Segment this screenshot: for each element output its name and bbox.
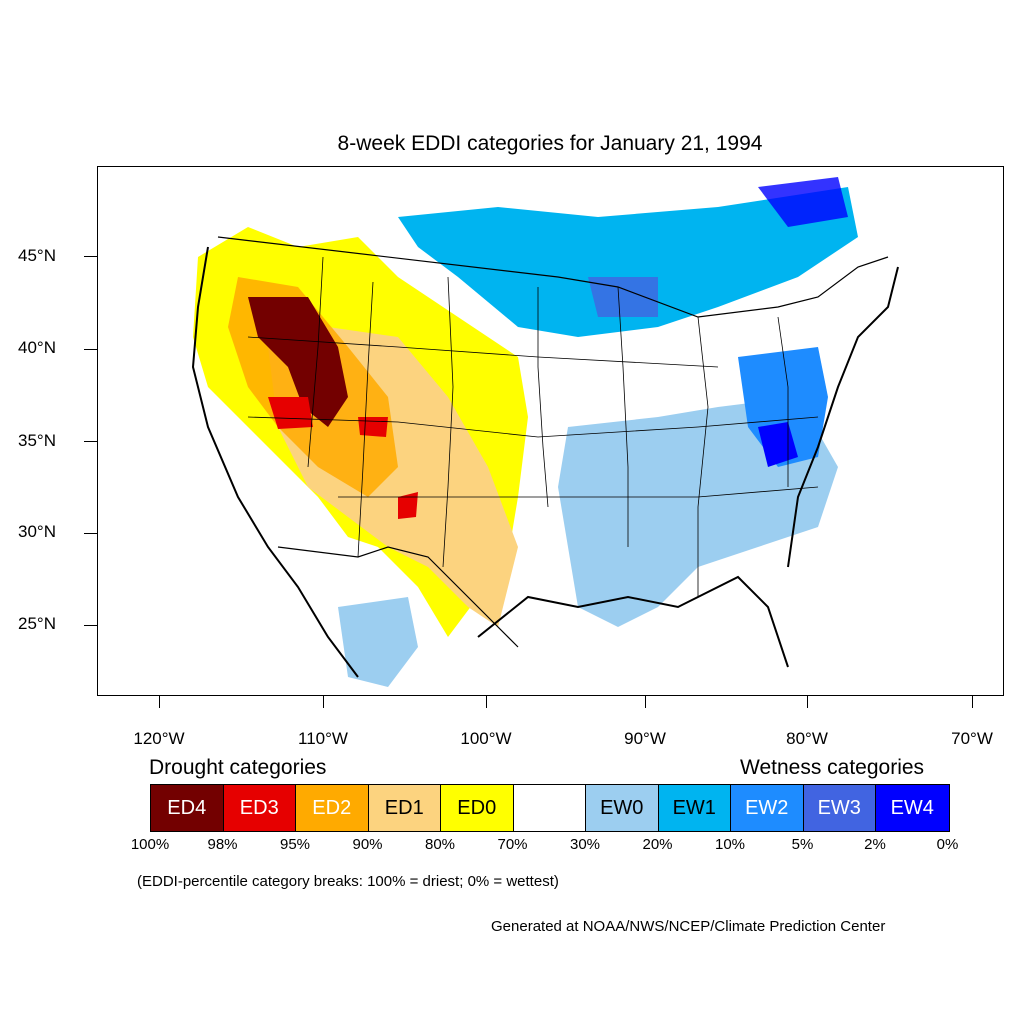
percent-break-label: 20%: [642, 836, 673, 853]
eddi-map: [97, 166, 1004, 696]
credit-text: Generated at NOAA/NWS/NCEP/Climate Predi…: [491, 918, 886, 935]
legend-box-neutral: [513, 785, 586, 831]
ed4-region-great-basin: [248, 297, 348, 427]
coastline-outline: [191, 246, 899, 678]
us-canada-border: [217, 236, 889, 318]
legend-box-ew1: EW1: [658, 785, 731, 831]
lat-label-25: 25°N: [18, 614, 56, 633]
legend-box-ew4: EW4: [876, 785, 949, 831]
ew0-region-mexico: [338, 597, 418, 687]
percent-break-label: 95%: [279, 836, 311, 853]
legend-box-ew0: EW0: [586, 785, 659, 831]
lon-label-100: 100°W: [460, 729, 512, 748]
legend-box-ed3: ED3: [223, 785, 296, 831]
state-lines: [247, 256, 819, 597]
percent-break-label: 70%: [497, 836, 528, 853]
lat-tick-45: [84, 256, 97, 257]
legend-box-ew2: EW2: [731, 785, 804, 831]
lon-label-120: 120°W: [133, 729, 185, 748]
category-note: (EDDI-percentile category breaks: 100% =…: [137, 873, 559, 890]
percent-break-label: 98%: [207, 836, 238, 853]
ew4-spot-north: [758, 177, 848, 227]
ew1-region-north: [398, 187, 858, 337]
map-title: 8-week EDDI categories for January 21, 1…: [337, 132, 763, 155]
map-canvas: [191, 177, 899, 687]
lat-label-40: 40°N: [18, 338, 56, 357]
lat-tick-35: [84, 441, 97, 442]
percent-break-label: 5%: [791, 836, 814, 853]
legend-box-ew3: EW3: [803, 785, 876, 831]
ed3-spot-2: [358, 417, 388, 437]
legend-box-ed0: ED0: [441, 785, 514, 831]
lon-tick-80: [807, 696, 808, 708]
lat-tick-25: [84, 625, 97, 626]
percent-break-label: 0%: [936, 836, 959, 853]
lon-label-80: 80°W: [786, 729, 828, 748]
percent-break-label: 10%: [714, 836, 746, 853]
lat-tick-30: [84, 533, 97, 534]
lat-tick-40: [84, 349, 97, 350]
ew3-spot-michigan: [588, 277, 658, 317]
legend-box-ed1: ED1: [368, 785, 441, 831]
lon-label-70: 70°W: [951, 729, 993, 748]
lon-label-110: 110°W: [298, 729, 348, 748]
lat-label-35: 35°N: [18, 431, 56, 450]
ed3-spot-1: [268, 397, 313, 429]
lon-tick-90: [645, 696, 646, 708]
lon-tick-70: [972, 696, 973, 708]
percent-break-label: 2%: [864, 836, 886, 853]
lon-tick-100: [486, 696, 487, 708]
legend-box-ed2: ED2: [296, 785, 369, 831]
percent-break-label: 80%: [424, 836, 456, 853]
category-legend: ED4 ED3 ED2 ED1 ED0 EW0 EW1 EW2 EW3 EW4: [150, 784, 950, 832]
ed3-spot-3: [398, 492, 418, 519]
percent-break-label: 90%: [352, 836, 383, 853]
legend-box-ed4: ED4: [151, 785, 224, 831]
percent-break-label: 100%: [130, 836, 170, 853]
lon-tick-120: [159, 696, 160, 708]
lon-label-90: 90°W: [624, 729, 666, 748]
wetness-heading: Wetness categories: [740, 756, 925, 779]
drought-heading: Drought categories: [149, 756, 327, 779]
lon-tick-110: [323, 696, 324, 708]
lat-label-45: 45°N: [18, 246, 56, 265]
lat-label-30: 30°N: [18, 522, 56, 541]
percent-break-label: 30%: [569, 836, 601, 853]
